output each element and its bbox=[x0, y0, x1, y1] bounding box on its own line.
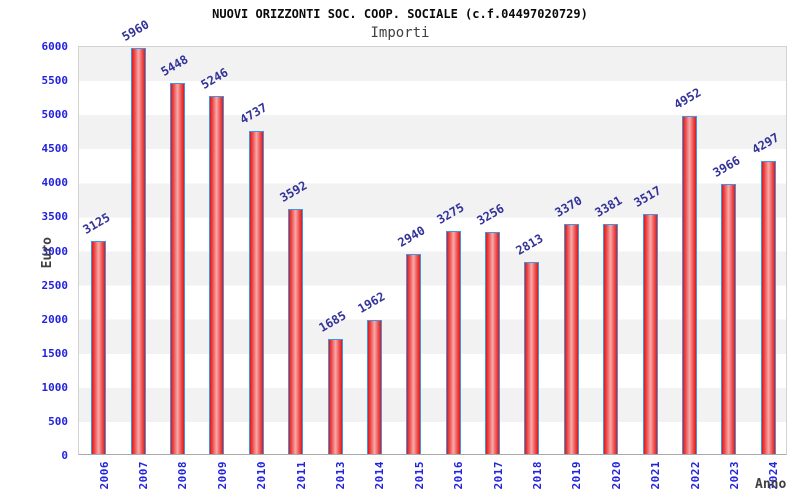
bar-2024 bbox=[760, 161, 776, 454]
bar-2020 bbox=[603, 224, 619, 454]
bar-2009 bbox=[209, 96, 225, 454]
plot-area: 3125 5960 5448 5246 4737 3592 1685 1962 2940 3275… bbox=[78, 17, 787, 455]
x-axis-ticks: 2006 2007 2008 2009 2010 2011 2013 2014 2015 2016… bbox=[78, 461, 787, 500]
bar-2016 bbox=[445, 231, 461, 454]
x-tick-label-2019: 2019 bbox=[570, 461, 584, 490]
y-tick-label-3500: 3500 bbox=[41, 210, 69, 224]
bar-2013 bbox=[327, 339, 343, 454]
x-tick-label-2008: 2008 bbox=[176, 461, 190, 490]
bar-value-label-2006: 3125 bbox=[80, 210, 113, 237]
bar-2023 bbox=[721, 184, 737, 454]
bar-value-label-2019: 3370 bbox=[552, 193, 585, 220]
x-tick-label-2021: 2021 bbox=[649, 461, 663, 490]
y-tick-label-4500: 4500 bbox=[41, 142, 69, 156]
y-axis-label: Euro bbox=[40, 237, 55, 269]
y-tick-label-1500: 1500 bbox=[41, 346, 69, 360]
bar-2008 bbox=[169, 83, 185, 454]
x-tick-label-2023: 2023 bbox=[727, 461, 741, 490]
y-tick-label-3000: 3000 bbox=[41, 244, 69, 258]
bar-value-label-2009: 5246 bbox=[198, 65, 231, 92]
bar-value-label-2008: 5448 bbox=[158, 52, 192, 79]
bar-2010 bbox=[248, 131, 264, 454]
y-tick-label-6000: 6000 bbox=[41, 40, 69, 53]
bar-value-label-2024: 4297 bbox=[749, 130, 782, 157]
y-tick-label-2500: 2500 bbox=[41, 278, 69, 292]
x-tick-label-2018: 2018 bbox=[530, 461, 544, 490]
x-tick-label-2006: 2006 bbox=[97, 461, 111, 490]
x-tick-label-2011: 2011 bbox=[294, 461, 308, 490]
bar-value-label-2017: 3256 bbox=[474, 201, 507, 228]
bar-value-label-2015: 2940 bbox=[395, 223, 428, 250]
bar-2018 bbox=[524, 262, 540, 454]
bar-2017 bbox=[485, 232, 501, 454]
bar-2021 bbox=[642, 214, 658, 454]
x-tick-label-2014: 2014 bbox=[373, 461, 387, 490]
bar-value-label-2021: 3517 bbox=[631, 183, 664, 210]
x-tick-label-2022: 2022 bbox=[688, 461, 702, 490]
bar-2011 bbox=[288, 209, 304, 454]
y-tick-label-5000: 5000 bbox=[41, 108, 69, 122]
bar-2015 bbox=[406, 254, 422, 454]
y-tick-label-5500: 5500 bbox=[41, 74, 69, 88]
x-tick-label-2007: 2007 bbox=[137, 461, 151, 490]
bar-2022 bbox=[682, 116, 698, 454]
bar-2007 bbox=[130, 48, 146, 454]
bar-2006 bbox=[91, 241, 107, 454]
bar-value-label-2022: 4952 bbox=[671, 85, 704, 112]
bar-2014 bbox=[366, 320, 382, 454]
y-tick-label-1000: 1000 bbox=[41, 380, 69, 394]
bar-value-label-2011: 3592 bbox=[277, 178, 310, 205]
bar-value-label-2016: 3275 bbox=[434, 200, 467, 227]
x-tick-label-2015: 2015 bbox=[412, 461, 426, 490]
x-tick-label-2016: 2016 bbox=[452, 461, 466, 490]
y-tick-label-2000: 2000 bbox=[41, 312, 69, 326]
bar-2019 bbox=[563, 224, 579, 454]
y-tick-label-4000: 4000 bbox=[41, 176, 69, 190]
y-tick-label-500: 500 bbox=[48, 414, 68, 428]
chart-subtitle: Importi bbox=[370, 25, 430, 41]
x-tick-label-2009: 2009 bbox=[215, 461, 229, 490]
bar-value-label-2010: 4737 bbox=[237, 100, 270, 127]
x-tick-label-2020: 2020 bbox=[609, 461, 623, 490]
bar-value-label-2014: 1962 bbox=[355, 289, 388, 316]
chart-title: NUOVI ORIZZONTI SOC. COOP. SOCIALE (c.f.… bbox=[212, 7, 588, 21]
x-tick-label-2010: 2010 bbox=[255, 461, 269, 490]
bar-value-label-2020: 3381 bbox=[592, 193, 625, 220]
x-axis-label: Anno bbox=[755, 477, 787, 492]
bar-value-label-2013: 1685 bbox=[316, 308, 349, 335]
bar-value-label-2023: 3966 bbox=[710, 153, 743, 180]
x-tick-label-2013: 2013 bbox=[334, 461, 348, 490]
y-tick-label-0: 0 bbox=[61, 449, 68, 462]
x-tick-label-2017: 2017 bbox=[491, 461, 505, 490]
bar-value-label-2018: 2813 bbox=[513, 231, 546, 258]
